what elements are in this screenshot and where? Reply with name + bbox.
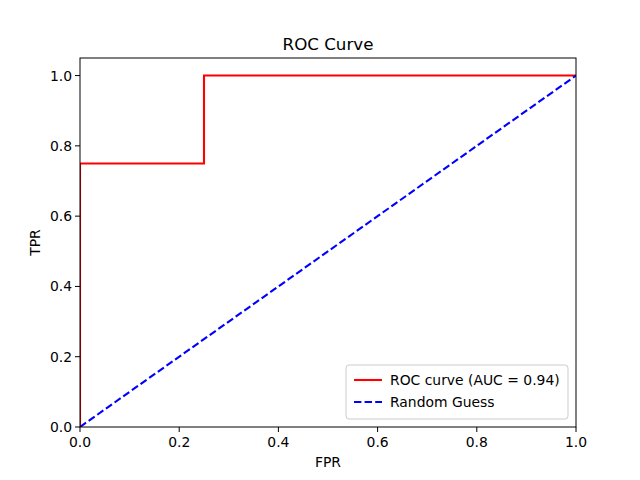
y-tick	[75, 427, 80, 428]
x-tick-label: 0.8	[466, 434, 488, 450]
y-tick-label: 0.8	[50, 138, 72, 154]
x-tick	[278, 427, 279, 432]
legend-label: Random Guess	[390, 394, 495, 410]
legend: ROC curve (AUC = 0.94) Random Guess	[346, 365, 568, 419]
x-tick	[576, 427, 577, 432]
x-tick-label: 0.4	[267, 434, 289, 450]
legend-box	[346, 365, 568, 419]
axes-frame	[80, 58, 576, 427]
legend-swatch	[354, 379, 382, 381]
series-line	[80, 76, 576, 427]
background	[0, 0, 640, 480]
title: ROC Curve	[283, 34, 374, 54]
y-tick-label: 0.6	[50, 208, 72, 224]
y-tick-label: 1.0	[50, 68, 72, 84]
x-tick	[179, 427, 180, 432]
x-tick-label: 0.0	[69, 434, 91, 450]
x-tick	[377, 427, 378, 432]
y-tick-label: 0.0	[50, 419, 72, 435]
y-tick-label: 0.2	[50, 349, 72, 365]
x-tick	[476, 427, 477, 432]
plot-area	[80, 76, 576, 427]
chart: 0.0 0.2 0.4 0.6 0.8 1.0 0.0 0.2 0.4 0.6 0.8 1.0 ROC …	[0, 0, 640, 480]
series-line	[80, 76, 576, 427]
y-axis-label: TPR	[27, 229, 43, 257]
x-tick-label: 0.2	[168, 434, 190, 450]
x-tick	[80, 427, 81, 432]
x-tick-label: 1.0	[565, 434, 587, 450]
y-tick	[75, 286, 80, 287]
y-tick	[75, 356, 80, 357]
y-tick-label: 0.4	[50, 278, 72, 294]
y-tick	[75, 75, 80, 76]
x-tick-label: 0.6	[367, 434, 389, 450]
legend-swatch	[354, 401, 382, 403]
legend-label: ROC curve (AUC = 0.94)	[390, 372, 560, 388]
y-tick	[75, 145, 80, 146]
y-tick	[75, 216, 80, 217]
x-axis-label: FPR	[315, 454, 341, 470]
